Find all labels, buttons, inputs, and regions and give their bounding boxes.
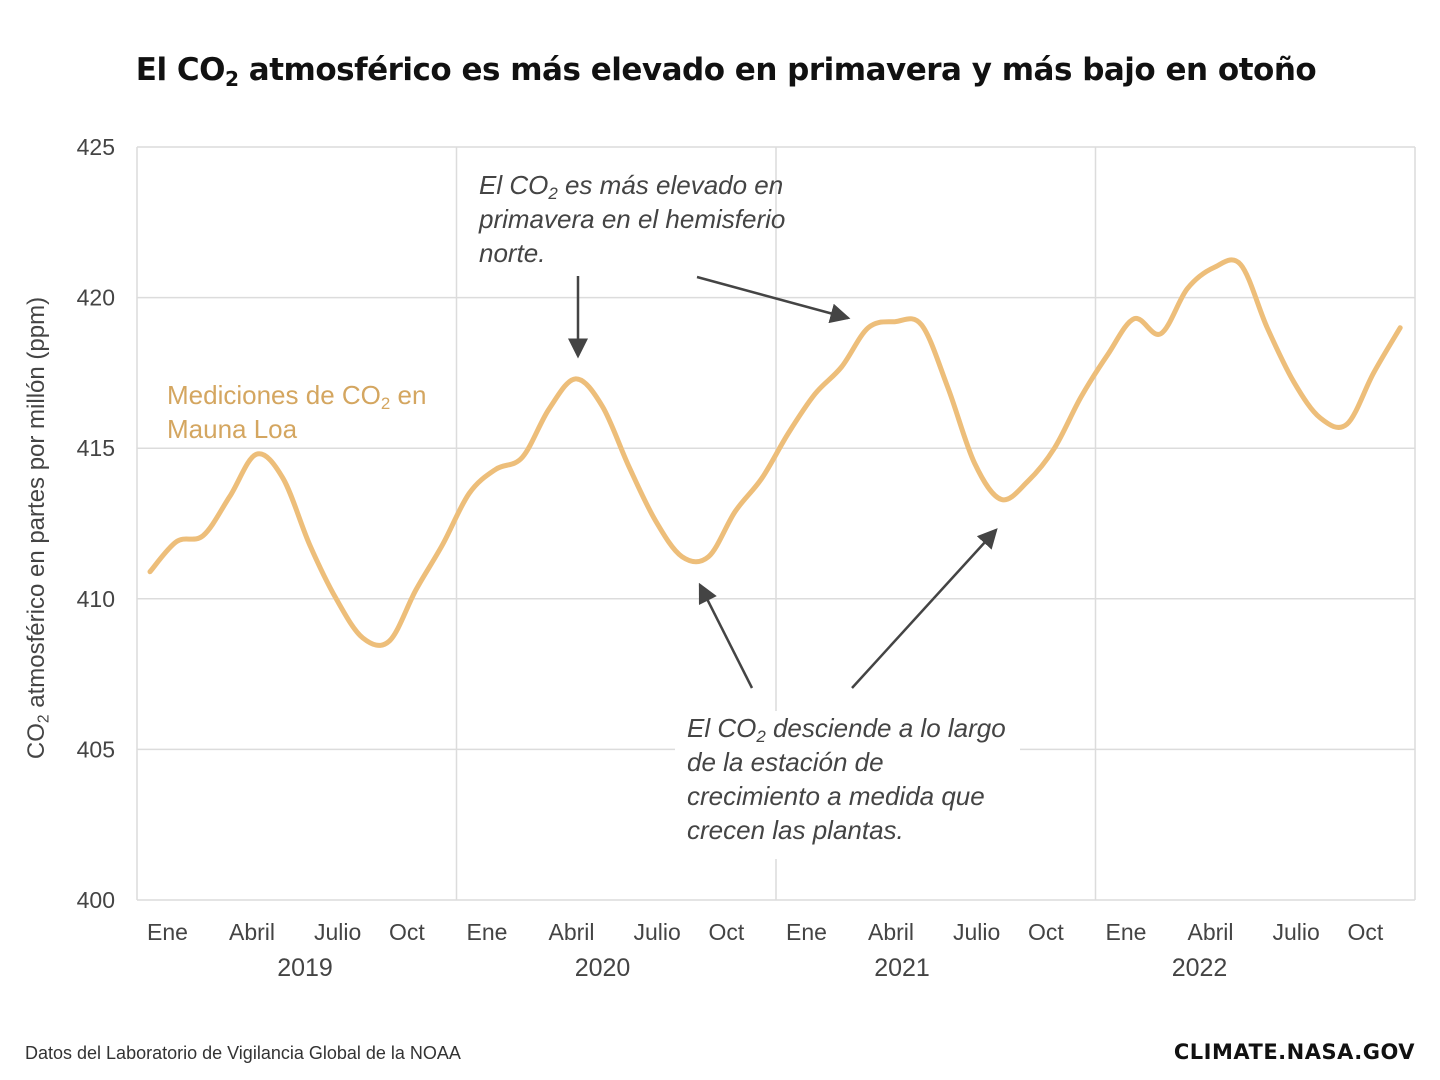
x-tick-label: Abril [868, 919, 914, 945]
year-label: 2019 [277, 954, 333, 982]
x-tick-label: Julio [634, 919, 681, 945]
annotation-subscript: 2 [756, 727, 766, 747]
annotation-line: crecimiento a medida que [687, 781, 985, 811]
x-tick-label: Oct [389, 919, 425, 945]
annotation-line: crecen las plantas. [687, 815, 904, 845]
year-label: 2021 [874, 954, 930, 982]
series-label-line2: Mauna Loa [167, 414, 298, 444]
annotation-arrow [851, 528, 998, 689]
chart-title: El CO2 atmosférico es más elevado en pri… [0, 52, 1440, 92]
x-tick-label: Abril [549, 919, 595, 945]
annotation-spring-peak: El CO2 es más elevado en primavera en el … [479, 168, 785, 270]
annotation-arrow [696, 275, 851, 324]
year-label: 2022 [1172, 954, 1228, 982]
annotation-text-rest: desciende a lo largo [765, 713, 1006, 743]
y-tick-label: 405 [77, 736, 115, 762]
y-tick-label: 420 [77, 285, 115, 311]
x-tick-label: Julio [314, 919, 361, 945]
x-tick-label: Julio [1273, 919, 1320, 945]
y-tick-label: 425 [77, 134, 115, 160]
ylabel-subscript: 2 [35, 714, 53, 724]
annotation-line: de la estación de [687, 747, 884, 777]
title-text-rest: atmosférico es más elevado en primavera … [238, 52, 1317, 88]
series-label-text-rest: en [390, 380, 427, 410]
annotation-arrow [698, 582, 754, 689]
annotation-text: El CO [479, 170, 549, 200]
y-tick-label: 400 [77, 887, 115, 913]
series-line [147, 257, 1403, 648]
x-tick-label: Julio [953, 919, 1000, 945]
x-tick-label: Ene [147, 919, 188, 945]
title-subscript: 2 [224, 67, 239, 92]
ylabel-text-rest: atmosférico en partes por millón (ppm) [23, 296, 50, 715]
x-tick-label: Abril [1188, 919, 1234, 945]
x-tick-label: Abril [229, 919, 275, 945]
x-tick-label: Oct [709, 919, 745, 945]
series-label: Mediciones de CO2 en Mauna Loa [167, 378, 426, 446]
x-tick-label: Ene [467, 919, 508, 945]
x-tick-label: Oct [1348, 919, 1384, 945]
annotation-text: El CO [687, 713, 757, 743]
y-tick-label: 415 [77, 435, 115, 461]
nasa-climate-logo[interactable]: CLIMATE.NASA.GOV [1173, 1040, 1415, 1064]
annotation-subscript: 2 [548, 184, 558, 204]
annotation-line: norte. [479, 238, 546, 268]
x-tick-label: Oct [1028, 919, 1064, 945]
x-tick-label: Ene [1106, 919, 1147, 945]
series-label-text: Mediciones de CO [167, 380, 381, 410]
x-tick-label: Ene [786, 919, 827, 945]
annotation-text-rest: es más elevado en [557, 170, 784, 200]
footer-source: Datos del Laboratorio de Vigilancia Glob… [25, 1043, 461, 1063]
ylabel-text: CO [23, 723, 50, 760]
year-label: 2020 [575, 954, 631, 982]
annotation-growing-season: El CO2 desciende a lo largo de la estació… [675, 711, 1020, 859]
annotation-line: primavera en el hemisferio [479, 204, 786, 234]
series-label-subscript: 2 [380, 394, 391, 414]
y-tick-label: 410 [77, 586, 115, 612]
y-axis-label: CO2 atmosférico en partes por millón (pp… [23, 296, 53, 760]
title-text: El CO [135, 52, 226, 88]
